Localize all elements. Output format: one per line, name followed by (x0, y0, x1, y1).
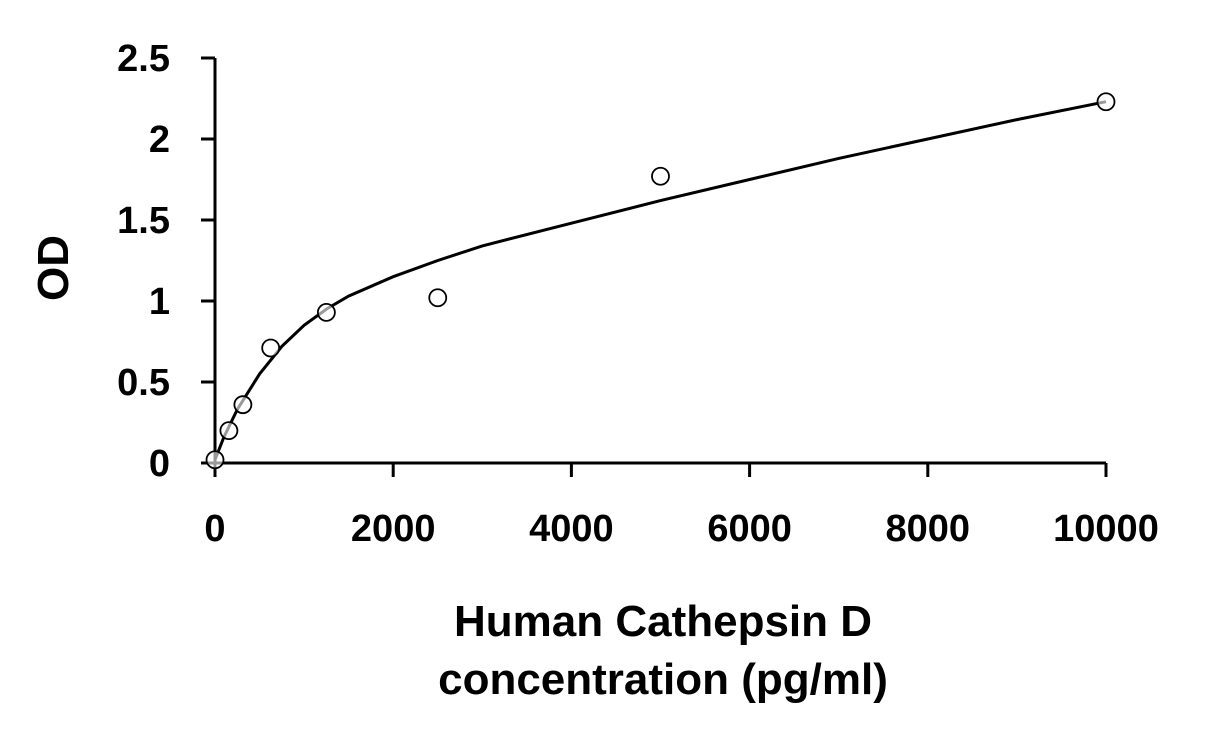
x-tick-label: 4000 (529, 508, 614, 550)
x-tick-label: 2000 (351, 508, 436, 550)
data-point (1096, 92, 1116, 112)
y-tick-label: 2 (149, 119, 170, 161)
x-tick-label: 6000 (707, 508, 792, 550)
data-point (233, 395, 253, 415)
data-point (316, 302, 336, 322)
y-tick-label: 0.5 (117, 362, 170, 404)
data-point (219, 421, 239, 441)
y-axis-label: OD (29, 235, 78, 301)
data-points (205, 92, 1116, 470)
y-ticks: 0 0.5 1 1.5 2 2.5 (117, 38, 215, 485)
data-point (428, 288, 448, 308)
data-point (651, 166, 670, 186)
x-ticks: 0 2000 4000 6000 8000 10000 (204, 463, 1159, 550)
x-axis-label-line-1: Human Cathepsin D (454, 597, 872, 646)
axes (213, 58, 1106, 465)
y-tick-label: 1.5 (117, 200, 170, 242)
y-tick-label: 1 (149, 281, 170, 323)
y-tick-label: 2.5 (117, 38, 170, 80)
data-point (205, 450, 225, 470)
data-point (261, 338, 281, 358)
x-tick-label: 8000 (886, 508, 971, 550)
y-tick-label: 0 (149, 443, 170, 485)
x-axis-label-line-2: concentration (pg/ml) (438, 655, 888, 704)
fit-curve-line (213, 100, 1107, 461)
x-tick-label: 10000 (1053, 508, 1159, 550)
x-tick-label: 0 (204, 508, 225, 550)
